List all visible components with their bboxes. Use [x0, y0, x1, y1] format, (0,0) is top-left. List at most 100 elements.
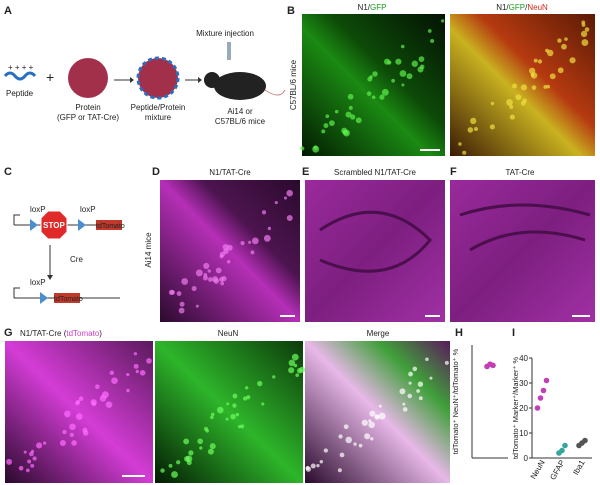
cell [520, 101, 526, 106]
cell [305, 466, 312, 472]
label: mixture [145, 113, 172, 122]
cell [515, 94, 522, 101]
y-tick-label: 20 [519, 404, 528, 413]
cell [217, 406, 224, 414]
cell [64, 410, 71, 418]
cell [240, 424, 245, 429]
cell [263, 234, 271, 242]
cell [391, 78, 395, 83]
cell [293, 363, 298, 368]
label: tdTomato [54, 296, 83, 303]
label: Peptide/Protein [131, 103, 186, 112]
cell [512, 83, 518, 89]
cell [537, 59, 543, 64]
cell [283, 196, 288, 200]
label: loxP [30, 278, 46, 287]
point [559, 447, 565, 454]
label: STOP [43, 221, 65, 230]
cell [416, 389, 421, 393]
cell [250, 250, 255, 255]
cell [355, 117, 362, 124]
cell [183, 438, 190, 445]
cell [408, 381, 412, 385]
cell [361, 419, 368, 426]
cell [430, 38, 435, 43]
mixture-icon [136, 56, 180, 100]
cell [412, 366, 418, 372]
point [537, 395, 544, 401]
cell [291, 353, 299, 361]
image-title: N1/GFP/NeuN [496, 3, 548, 12]
cell [105, 401, 113, 409]
syringe [227, 42, 231, 60]
cell [378, 412, 386, 420]
label: Protein [75, 103, 100, 112]
cell [251, 237, 259, 245]
cell [199, 446, 203, 450]
cell [378, 404, 382, 408]
cell [286, 214, 293, 221]
cell [235, 412, 240, 417]
t: GFP [509, 3, 525, 12]
cell [400, 44, 405, 49]
cell [232, 393, 238, 399]
image-title: NeuN [218, 329, 239, 338]
x-tick-label: Iba1 [571, 458, 587, 476]
cell [135, 369, 140, 374]
construct [13, 210, 122, 304]
cell [237, 425, 241, 429]
plus: + [46, 69, 54, 85]
cell [418, 396, 423, 401]
label: Ai14 or [227, 107, 253, 116]
cell [339, 452, 345, 458]
cell [225, 417, 229, 421]
cell [202, 275, 208, 281]
cell [109, 370, 115, 376]
cell [82, 430, 89, 436]
cell [176, 291, 182, 296]
cell [29, 451, 34, 457]
cell [581, 39, 589, 47]
cell [337, 468, 342, 473]
cell [345, 436, 353, 444]
label: (GFP or TAT-Cre) [57, 113, 119, 122]
cell [101, 391, 109, 399]
cell [168, 463, 173, 468]
cell [325, 114, 330, 119]
panel-letter: I [512, 327, 515, 339]
cell [407, 393, 413, 399]
cell [209, 443, 216, 450]
panel-letter: C [4, 166, 12, 178]
cell [368, 421, 375, 429]
cell [374, 414, 380, 420]
cell [444, 360, 449, 365]
cell [490, 101, 495, 106]
cell [62, 429, 67, 435]
cell [581, 23, 586, 27]
image-title: N1/TAT-Cre (tdTomato) [20, 329, 102, 338]
cell [30, 463, 35, 468]
cell [226, 260, 231, 264]
cell [520, 84, 528, 91]
cell [245, 386, 249, 390]
cell [366, 91, 372, 96]
micrograph [5, 341, 153, 483]
cell [133, 352, 138, 356]
cell [267, 226, 272, 231]
cell [111, 377, 118, 384]
cell [176, 460, 181, 465]
cell [561, 43, 567, 50]
cell [350, 114, 356, 120]
cell [195, 304, 199, 308]
cell [215, 267, 222, 274]
cell [76, 413, 83, 420]
cell [139, 370, 146, 376]
cell [372, 71, 378, 77]
label: loxP [80, 205, 96, 214]
cell [261, 402, 265, 406]
cell [300, 146, 305, 151]
y-axis-label: tdTomato⁺ Marker⁺/Marker⁺ % [511, 357, 520, 460]
cell [569, 57, 576, 64]
image-title: TAT-Cre [505, 168, 535, 177]
